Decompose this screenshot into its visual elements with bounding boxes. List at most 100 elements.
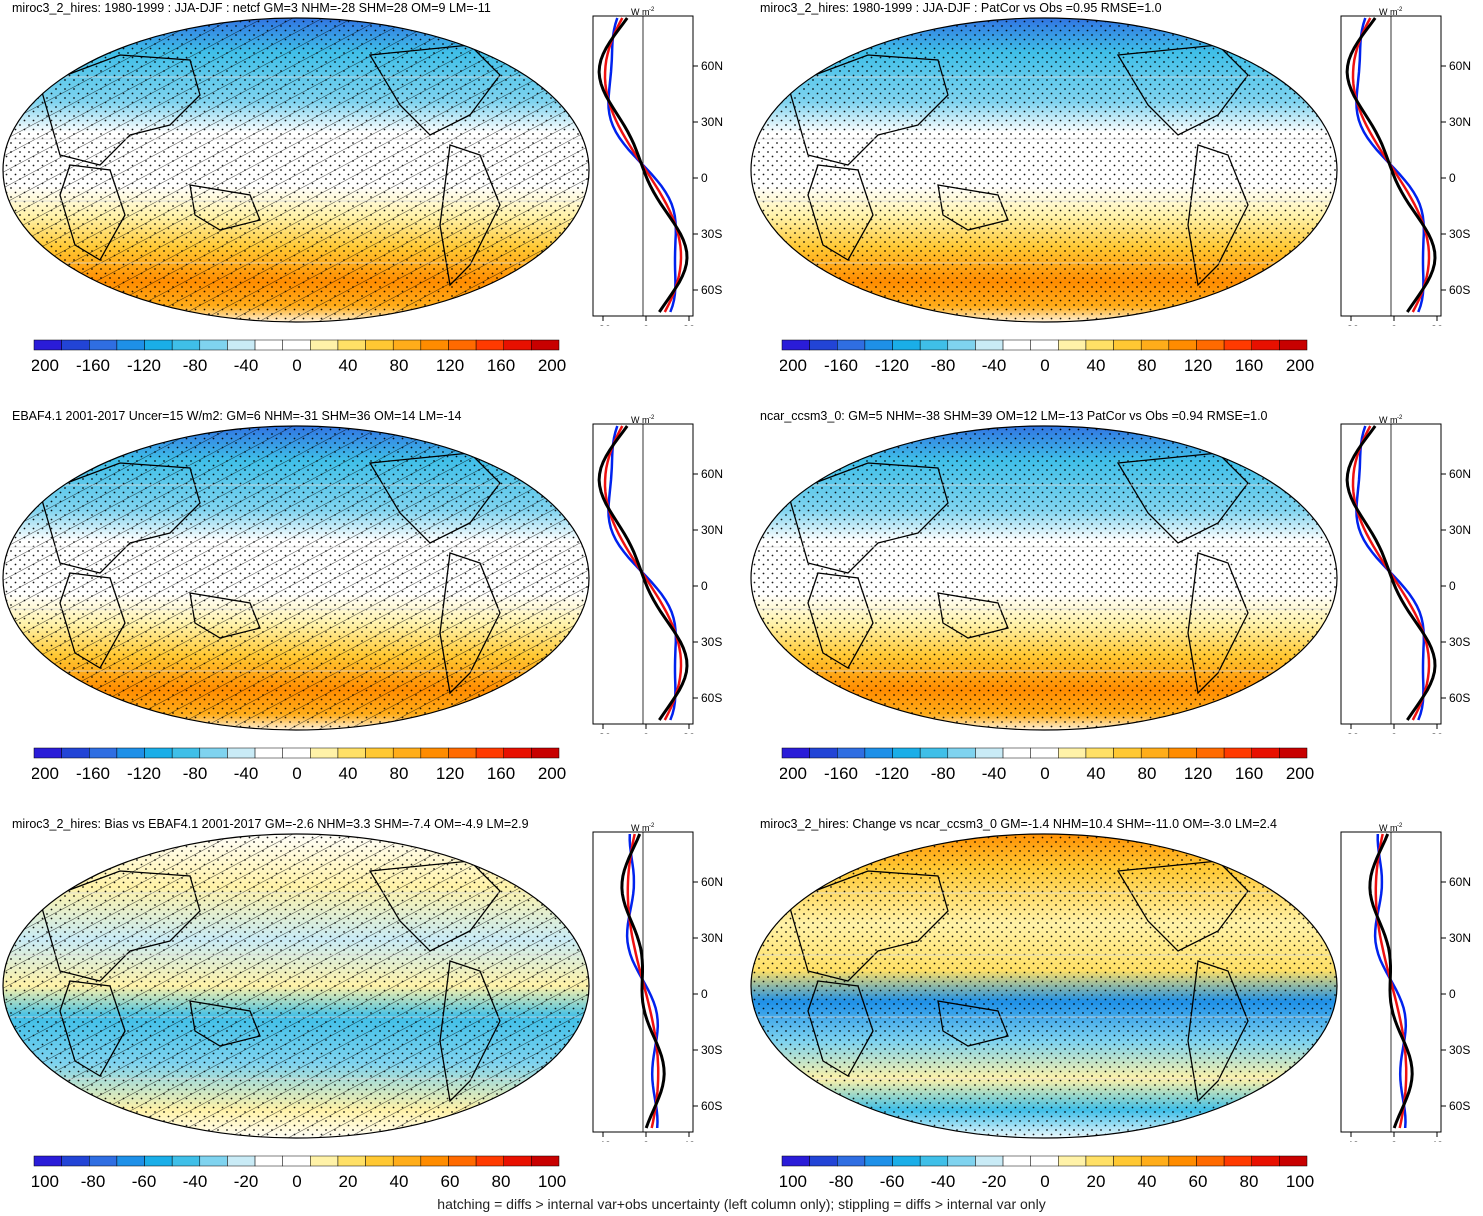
colorbar-swatch [947, 747, 976, 759]
colorbar-swatch [1251, 339, 1280, 351]
map-panel: ncar_ccsm3_0: GM=5 NHM=-38 SHM=39 OM=12 … [748, 408, 1483, 808]
zonal-mean-plot: W m-2 60N 30N 0 30S 60S -40 0 40 [592, 823, 723, 1142]
colorbar-tick-label: -120 [127, 764, 161, 783]
colorbar-tick-label: -80 [81, 1172, 106, 1191]
colorbar-tick-label: -160 [824, 764, 858, 783]
colorbar-swatch [144, 747, 173, 759]
colorbar-swatch [365, 1155, 394, 1167]
panel-title: miroc3_2_hires: 1980-1999 : JJA-DJF : Pa… [760, 1, 1162, 15]
zonal-tick-label: 80 [683, 324, 695, 326]
colorbar-swatch [1196, 339, 1225, 351]
robinson-map [2, 17, 590, 323]
latitude-label: 30S [701, 227, 722, 241]
colorbar: -200 -160 -120 -80 -40 0 40 80 120 160 200 [780, 747, 1314, 783]
colorbar-tick-label: 160 [1235, 356, 1263, 375]
colorbar-swatch [1113, 339, 1142, 351]
colorbar-tick-label: 0 [292, 1172, 301, 1191]
colorbar-swatch [171, 339, 201, 351]
colorbar-swatch [864, 747, 893, 759]
colorbar-tick-label: -60 [132, 1172, 157, 1191]
zonal-tick-label: 0 [643, 1140, 649, 1142]
colorbar-swatch [171, 747, 201, 759]
latitude-label: 60S [701, 1099, 722, 1113]
colorbar-swatch [1002, 747, 1031, 759]
colorbar-swatch [1223, 747, 1252, 759]
latitude-label: 30S [1449, 1043, 1470, 1057]
latitude-label: 0 [1449, 987, 1456, 1001]
colorbar-swatch [392, 339, 422, 351]
colorbar-swatch [947, 1155, 976, 1167]
model-profile-line [597, 425, 689, 721]
colorbar-swatch [61, 747, 90, 759]
colorbar-tick-label: -60 [880, 1172, 905, 1191]
colorbar-tick-label: 40 [1087, 356, 1106, 375]
colorbar-swatch [420, 1155, 449, 1167]
colorbar-tick-label: 160 [487, 764, 515, 783]
colorbar-swatch [420, 339, 449, 351]
colorbar-tick-label: 200 [538, 764, 566, 783]
colorbar-swatch [1140, 1155, 1170, 1167]
colorbar-swatch [1030, 747, 1059, 759]
colorbar-swatch [1140, 339, 1170, 351]
colorbar-swatch [33, 747, 62, 759]
figure-caption: hatching = diffs > internal var+obs unce… [437, 1196, 1046, 1212]
colorbar-tick-label: -20 [982, 1172, 1007, 1191]
latitude-label: 0 [1449, 579, 1456, 593]
colorbar: -100 -80 -60 -40 -20 0 20 40 60 80 100 [32, 1155, 566, 1191]
colorbar-tick-label: 80 [1240, 1172, 1259, 1191]
colorbar-swatch [282, 339, 311, 351]
colorbar-tick-label: -40 [234, 356, 259, 375]
zonal-unit-label: W m [1379, 7, 1398, 17]
colorbar-swatch [781, 1155, 810, 1167]
colorbar-swatch [503, 1155, 532, 1167]
panel-title: miroc3_2_hires: Bias vs EBAF4.1 2001-201… [12, 817, 529, 831]
colorbar-swatch [337, 1155, 366, 1167]
colorbar-swatch [144, 339, 173, 351]
colorbar-swatch [1002, 339, 1031, 351]
zonal-tick-label: 80 [683, 732, 695, 734]
colorbar-swatch [864, 1155, 893, 1167]
colorbar: -200 -160 -120 -80 -40 0 40 80 120 160 200 [32, 339, 566, 375]
latitude-label: 30S [1449, 635, 1470, 649]
latitude-label: 30N [1449, 115, 1471, 129]
latitude-label: 0 [1449, 171, 1456, 185]
colorbar-swatch [1223, 1155, 1252, 1167]
colorbar-tick-label: 80 [492, 1172, 511, 1191]
zonal-mean-plot: W m-2 60N 30N 0 30S 60S -40 0 40 [1340, 823, 1471, 1142]
model-profile-line [620, 833, 666, 1129]
latitude-label: 30N [1449, 523, 1471, 537]
colorbar-tick-label: 60 [441, 1172, 460, 1191]
colorbar-swatch [89, 339, 118, 351]
colorbar-swatch [144, 1155, 173, 1167]
colorbar-tick-label: 20 [1087, 1172, 1106, 1191]
colorbar-tick-label: 200 [1286, 356, 1314, 375]
colorbar-swatch [837, 1155, 866, 1167]
colorbar-tick-label: -20 [234, 1172, 259, 1191]
colorbar-swatch [1058, 339, 1087, 351]
colorbar-swatch [199, 747, 228, 759]
zonal-unit-superscript: -2 [649, 823, 655, 829]
colorbar-swatch [1030, 1155, 1059, 1167]
colorbar-swatch [1251, 747, 1280, 759]
colorbar-tick-label: 40 [390, 1172, 409, 1191]
colorbar-tick-label: 160 [1235, 764, 1263, 783]
colorbar-tick-label: 80 [1138, 356, 1157, 375]
colorbar-tick-label: 80 [1138, 764, 1157, 783]
latitude-label: 60N [1449, 875, 1471, 889]
latitude-label: 30S [1449, 227, 1470, 241]
colorbar-swatch [33, 339, 62, 351]
panel-title: ncar_ccsm3_0: GM=5 NHM=-38 SHM=39 OM=12 … [760, 409, 1268, 423]
colorbar-tick-label: -200 [32, 356, 59, 375]
colorbar-tick-label: -120 [875, 764, 909, 783]
colorbar-swatch [310, 747, 339, 759]
robinson-map [750, 833, 1338, 1139]
latitude-label: 60N [701, 59, 723, 73]
colorbar-swatch [227, 339, 256, 351]
zonal-tick-label: -40 [1343, 1140, 1359, 1142]
colorbar-tick-label: -40 [982, 764, 1007, 783]
colorbar-swatch [809, 339, 838, 351]
zonal-tick-label: 0 [1391, 324, 1397, 326]
colorbar-swatch [1030, 339, 1059, 351]
colorbar-tick-label: 60 [1189, 1172, 1208, 1191]
model-profile-line [1345, 425, 1437, 721]
